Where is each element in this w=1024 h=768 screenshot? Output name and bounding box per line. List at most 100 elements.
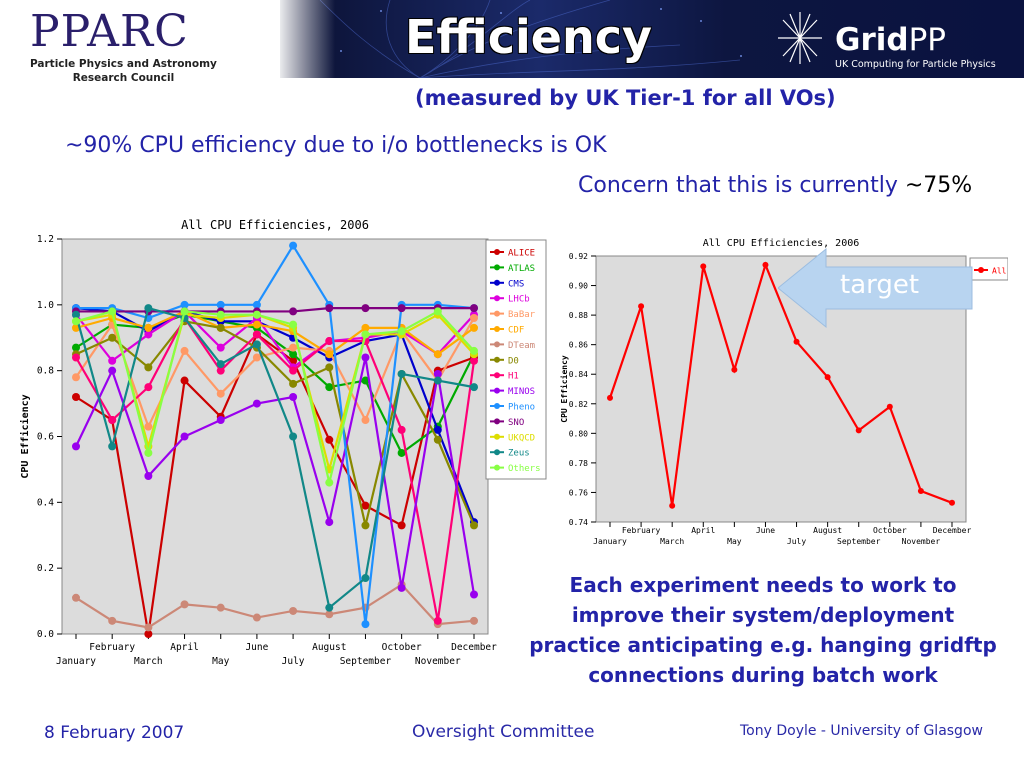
legend-label: Zeus [508, 449, 530, 459]
legend-marker [494, 464, 500, 471]
chart-title: All CPU Efficiencies, 2006 [703, 238, 860, 249]
data-point [252, 310, 261, 319]
x-tick-label: June [245, 642, 268, 653]
y-tick-label: 0.2 [37, 563, 54, 574]
header-banner [280, 0, 1024, 78]
data-point [180, 307, 189, 316]
data-point [216, 366, 225, 375]
data-point [917, 487, 924, 494]
legend-label: All [992, 267, 1007, 276]
data-point [144, 623, 153, 632]
data-point [72, 393, 80, 401]
target-arrow-icon [778, 247, 973, 329]
legend-label: CDF [508, 326, 524, 336]
data-point [325, 435, 334, 444]
data-point [325, 337, 334, 346]
data-point [289, 320, 298, 329]
data-point [289, 379, 298, 388]
concern-text: Concern that this is currently ~75% [578, 173, 973, 198]
y-tick-label: 0.74 [569, 518, 588, 527]
data-point [216, 323, 225, 332]
data-point [638, 303, 645, 310]
legend-marker [494, 279, 500, 286]
data-point [289, 307, 298, 316]
x-tick-label: June [756, 526, 775, 535]
series-line-ukqcd [75, 313, 475, 474]
legend-marker [978, 267, 984, 273]
legend-marker [494, 372, 500, 379]
data-point [252, 300, 261, 309]
pparc-wordmark: PPARC [30, 6, 189, 57]
legend-marker [494, 249, 500, 255]
data-point [216, 416, 225, 425]
data-point [433, 435, 442, 444]
chart-all-vos: All CPU Efficiencies, 2006 CPU Efficiency… [10, 208, 552, 668]
footer-author: Tony Doyle - University of Glasgow [740, 723, 983, 739]
data-point [433, 307, 442, 316]
data-point [361, 353, 370, 362]
x-tick-label: November [415, 656, 461, 667]
pparc-subtitle: Particle Physics and Astronomy Research … [30, 58, 217, 84]
x-tick-label: April [170, 642, 199, 653]
legend-marker [494, 433, 500, 440]
data-point [361, 501, 370, 510]
data-point [325, 304, 334, 313]
y-tick-label: 0.88 [569, 311, 588, 320]
data-point [886, 403, 893, 410]
data-point [252, 399, 261, 408]
data-point [108, 356, 117, 365]
series-line-minos [75, 357, 476, 595]
data-point [144, 323, 153, 332]
data-point [325, 478, 334, 487]
data-point [325, 363, 334, 372]
data-point [669, 502, 676, 509]
x-tick-label: February [89, 642, 135, 653]
data-point [252, 613, 261, 622]
x-tick-label: April [691, 526, 715, 535]
data-point [180, 432, 189, 441]
x-tick-label: July [282, 656, 305, 667]
experiment-note: Each experiment needs to work to improve… [529, 573, 997, 687]
data-point [470, 521, 478, 530]
data-point [144, 630, 153, 638]
data-point [361, 521, 370, 530]
legend-marker [494, 387, 500, 394]
series-line-pheno [76, 243, 475, 625]
legend-marker [494, 418, 500, 425]
data-point [144, 472, 153, 480]
banner-fade [275, 0, 335, 110]
data-point [361, 620, 370, 629]
data-point [216, 300, 225, 309]
legend-label: SNO [508, 418, 524, 428]
data-point [325, 518, 334, 527]
data-point [289, 606, 298, 615]
data-point [108, 616, 117, 625]
y-tick-label: 0.76 [569, 488, 588, 497]
data-point [216, 603, 225, 612]
chart-title: All CPU Efficiencies, 2006 [181, 218, 369, 232]
data-point [252, 353, 261, 362]
data-point [949, 499, 955, 506]
y-tick-label: 0.0 [37, 629, 54, 640]
x-tick-label: December [933, 526, 972, 535]
data-point [433, 616, 442, 625]
data-point [289, 393, 298, 401]
data-point [397, 521, 406, 530]
data-point [470, 356, 478, 365]
data-point [108, 416, 117, 425]
data-point [289, 432, 298, 441]
data-point [72, 442, 80, 451]
series-line-d0 [75, 320, 476, 526]
data-point [144, 422, 153, 431]
data-point [108, 442, 117, 451]
data-point [72, 353, 80, 362]
legend-marker [494, 356, 500, 363]
y-tick-label: 0.86 [569, 341, 588, 350]
data-point [433, 369, 442, 378]
data-point [216, 310, 225, 319]
data-point [397, 583, 406, 592]
data-point [397, 327, 406, 336]
data-point [108, 333, 117, 342]
data-point [397, 304, 406, 313]
data-point [433, 376, 442, 385]
